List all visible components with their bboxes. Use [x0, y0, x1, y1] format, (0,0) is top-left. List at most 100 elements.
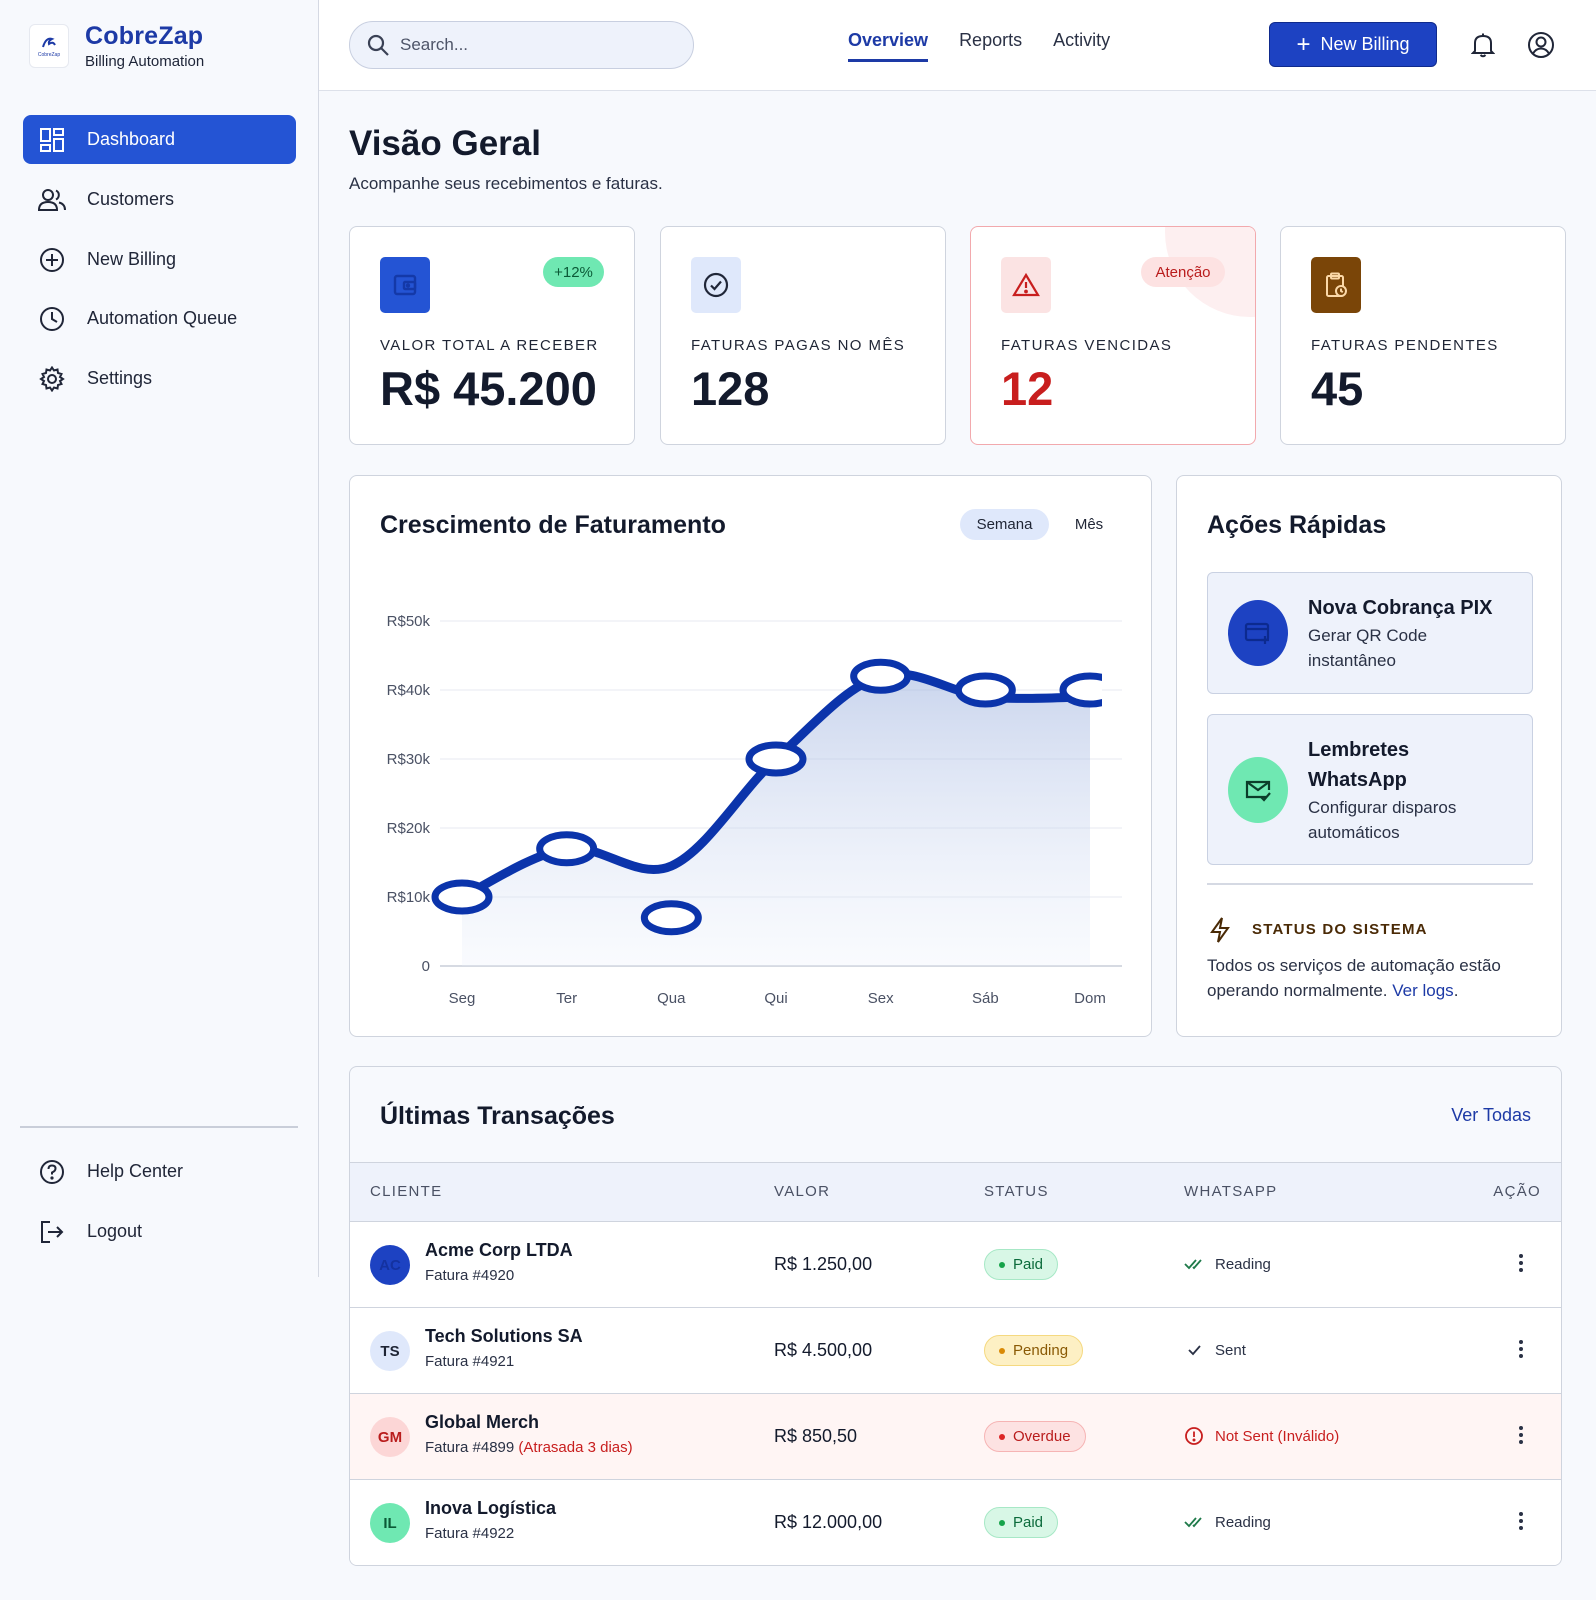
search-icon [366, 33, 390, 57]
invoice-id: Fatura #4899 [425, 1439, 515, 1456]
table-row[interactable]: TS Tech Solutions SA Fatura #4921 R$ 4.5… [350, 1308, 1561, 1394]
status-text: Paid [1013, 1514, 1044, 1531]
sidebar-item-settings[interactable]: Settings [23, 354, 296, 403]
stat-card-total-receivable[interactable]: +12% VALOR TOTAL A RECEBER R$ 45.200 [349, 226, 635, 445]
account-icon[interactable] [1526, 30, 1556, 60]
area-fill [462, 673, 1090, 966]
status-dot [999, 1261, 1005, 1268]
sidebar-item-automation-queue[interactable]: Automation Queue [23, 294, 296, 343]
more-options-icon[interactable] [1511, 1337, 1531, 1361]
x-tick-label: Qua [657, 990, 686, 1007]
clipboard-clock-icon [1311, 257, 1361, 313]
y-tick-label: R$20k [387, 820, 431, 837]
sidebar-item-customers[interactable]: Customers [23, 175, 296, 224]
x-tick-label: Sex [868, 990, 894, 1007]
invoice-value: R$ 1.250,00 [774, 1254, 873, 1274]
bell-icon[interactable] [1468, 30, 1498, 60]
new-billing-button[interactable]: + New Billing [1269, 22, 1437, 67]
invoice-value: R$ 4.500,00 [774, 1340, 873, 1360]
chart-title: Crescimento de Faturamento [380, 511, 726, 539]
quick-action-pix[interactable]: Nova Cobrança PIX Gerar QR Code instantâ… [1207, 572, 1533, 694]
customer-name: Inova Logística [425, 1498, 557, 1518]
customer-name: Tech Solutions SA [425, 1326, 583, 1346]
avatar: AC [370, 1245, 410, 1285]
quick-action-whatsapp-reminders[interactable]: Lembretes WhatsApp Configurar disparos a… [1207, 714, 1533, 865]
sidebar-item-label: Automation Queue [87, 308, 238, 328]
sidebar-item-label: New Billing [87, 249, 177, 269]
data-point[interactable] [536, 831, 598, 867]
table-row[interactable]: IL Inova Logística Fatura #4922 R$ 12.00… [350, 1480, 1561, 1565]
quick-action-desc-line: Gerar QR Code [1308, 626, 1428, 645]
status-badge: Pending [984, 1335, 1084, 1366]
late-notice: (Atrasada 3 dias) [518, 1439, 633, 1456]
search-box[interactable] [349, 21, 694, 69]
status-dot [999, 1347, 1005, 1354]
data-point[interactable] [850, 658, 912, 694]
whatsapp-status-text: Sent [1215, 1341, 1246, 1359]
toggle-week[interactable]: Semana [960, 509, 1049, 540]
double-check-icon [1184, 1513, 1206, 1531]
y-tick-label: 0 [422, 958, 430, 975]
column-header: VALOR [774, 1183, 831, 1200]
data-point[interactable] [954, 672, 1016, 708]
wallet-icon [380, 257, 430, 313]
double-check-icon [1184, 1255, 1206, 1273]
warning-icon [1001, 257, 1051, 313]
sidebar-item-help-center[interactable]: Help Center [23, 1147, 296, 1196]
brand-logo: CobreZap [29, 24, 69, 68]
more-options-icon[interactable] [1511, 1509, 1531, 1533]
status-text: Pending [1013, 1342, 1069, 1359]
stat-label: FATURAS VENCIDAS [1001, 337, 1173, 354]
x-tick-label: Sáb [972, 990, 999, 1007]
sidebar-item-label: Customers [87, 189, 175, 209]
search-input[interactable] [400, 35, 670, 55]
toggle-month[interactable]: Mês [1074, 516, 1104, 533]
lightning-icon [1209, 917, 1231, 943]
sidebar: CobreZap CobreZap Billing Automation Das… [0, 0, 319, 1277]
status-text: Paid [1013, 1256, 1044, 1273]
status-text: Overdue [1013, 1428, 1071, 1445]
sidebar-item-dashboard[interactable]: Dashboard [23, 115, 296, 164]
gear-icon [37, 364, 67, 394]
status-badge: Overdue [984, 1421, 1086, 1452]
tab-reports[interactable]: Reports [959, 30, 1023, 50]
sidebar-item-logout[interactable]: Logout [23, 1207, 296, 1256]
plus-circle-icon [37, 245, 67, 275]
column-header: WHATSAPP [1184, 1183, 1278, 1200]
brand[interactable]: CobreZap CobreZap Billing Automation [29, 22, 204, 70]
stat-card-pending-invoices[interactable]: FATURAS PENDENTES 45 [1280, 226, 1566, 445]
data-point[interactable] [745, 741, 807, 777]
view-all-link[interactable]: Ver Todas [1451, 1105, 1531, 1125]
data-point[interactable] [640, 900, 702, 936]
transactions-title: Últimas Transações [380, 1102, 615, 1130]
tab-overview[interactable]: Overview [848, 30, 929, 62]
tab-activity[interactable]: Activity [1053, 30, 1111, 50]
growth-badge: +12% [543, 257, 604, 287]
whatsapp-status: Not Sent (Inválido) [1184, 1427, 1339, 1445]
data-point[interactable] [1059, 672, 1117, 708]
revenue-chart: 0 R$10k R$20k R$30k R$40k R$50k Seg Ter Qua Qui Se… [387, 613, 1122, 1007]
stat-value: 45 [1311, 362, 1364, 415]
sidebar-item-new-billing[interactable]: New Billing [23, 235, 296, 284]
y-tick-label: R$40k [387, 682, 431, 699]
table-row[interactable]: AC Acme Corp LTDA Fatura #4920 R$ 1.250,… [350, 1222, 1561, 1308]
data-point[interactable] [431, 879, 493, 915]
stat-value: 12 [1001, 362, 1054, 415]
more-options-icon[interactable] [1511, 1251, 1531, 1275]
table-row[interactable]: GM Global Merch Fatura #4899 (Atrasada 3… [350, 1394, 1561, 1480]
stat-card-overdue-invoices[interactable]: Atenção FATURAS VENCIDAS 12 [970, 226, 1256, 445]
quick-action-desc-line: Configurar disparos [1308, 798, 1457, 817]
mail-check-icon [1228, 757, 1288, 823]
quick-action-desc-line: instantâneo [1308, 651, 1396, 670]
whatsapp-status: Reading [1184, 1513, 1271, 1531]
transactions-card: Últimas Transações Ver Todas CLIENTE VAL… [349, 1066, 1562, 1566]
customer-name: Global Merch [425, 1412, 540, 1432]
stat-card-paid-invoices[interactable]: FATURAS PAGAS NO MÊS 128 [660, 226, 946, 445]
invoice-number: Fatura #4920 [425, 1267, 514, 1284]
column-header: CLIENTE [370, 1183, 443, 1200]
view-logs-link[interactable]: Ver logs [1392, 981, 1454, 1000]
sidebar-divider [20, 1126, 298, 1128]
more-options-icon[interactable] [1511, 1423, 1531, 1447]
system-status-text: Todos os serviços de automação estão ope… [1207, 956, 1501, 1000]
whatsapp-status: Reading [1184, 1255, 1271, 1273]
